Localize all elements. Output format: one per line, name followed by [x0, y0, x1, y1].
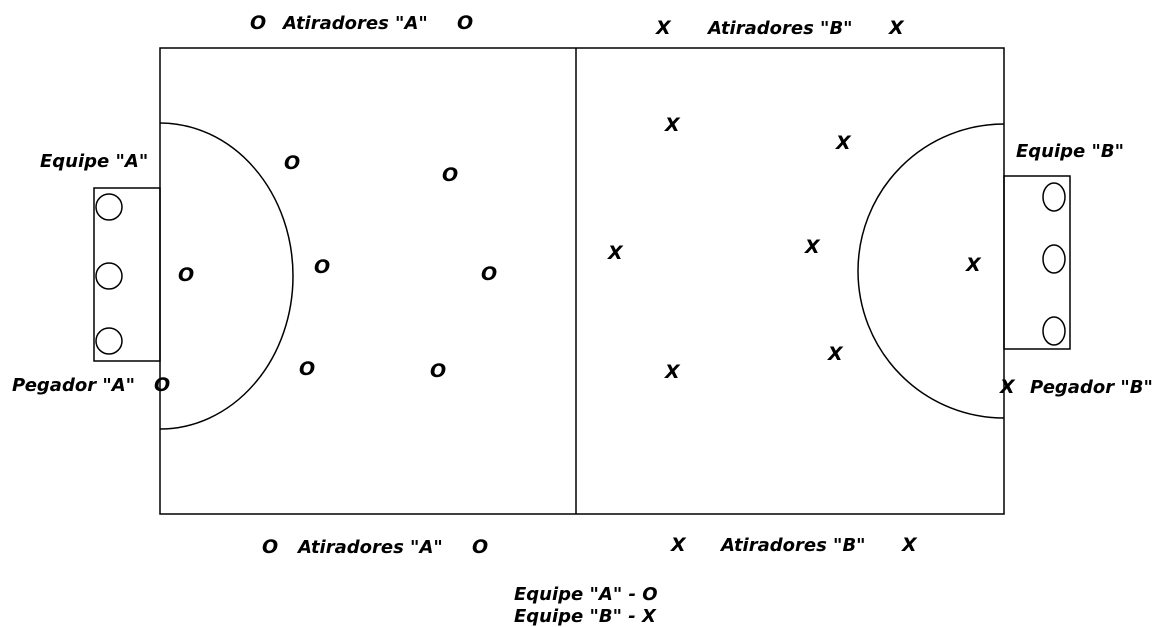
pegador-a-marker: O [154, 374, 170, 396]
field-boundary [159, 47, 1005, 515]
atiradores-b-top-label: Atiradores "B" [706, 18, 853, 39]
shooter-b-marker: X [901, 534, 918, 556]
equipe-a-label: Equipe "A" [40, 151, 148, 172]
shooter-a-marker: O [472, 536, 488, 558]
team-b-player: X [804, 236, 821, 258]
team-a-player: O [442, 164, 458, 186]
left-area-arc [159, 122, 294, 430]
shooter-b-marker: X [888, 17, 905, 39]
team-a-player: O [314, 256, 330, 278]
equipe-b-label: Equipe "B" [1016, 141, 1124, 162]
pegador-a-label: Pegador "A" [12, 375, 135, 396]
left-box-circle [95, 193, 123, 221]
shooter-b-marker: X [670, 534, 687, 556]
team-b-player: X [664, 114, 681, 136]
atiradores-a-bottom-label: Atiradores "A" [296, 537, 443, 558]
team-a-player: O [178, 264, 194, 286]
team-b-player: X [965, 254, 982, 276]
pegador-b-label: Pegador "B" [1030, 377, 1153, 398]
pegador-b-marker: X [999, 376, 1016, 398]
atiradores-a-top-label: Atiradores "A" [281, 13, 428, 34]
left-box-circle [95, 262, 123, 290]
right-area-arc [857, 123, 1005, 419]
right-box-circle [1042, 244, 1066, 274]
legend-team-a: Equipe "A" - O [514, 584, 658, 605]
left-box-circle [95, 327, 123, 355]
team-a-player: O [430, 360, 446, 382]
left-box [93, 187, 161, 362]
team-b-player: X [827, 343, 844, 365]
team-a-player: O [284, 152, 300, 174]
team-b-player: X [835, 132, 852, 154]
shooter-a-marker: O [250, 12, 266, 34]
right-box-circle [1042, 316, 1066, 346]
team-b-player: X [607, 242, 624, 264]
atiradores-b-bottom-label: Atiradores "B" [719, 535, 866, 556]
right-box [1003, 175, 1071, 350]
legend-team-b: Equipe "B" - X [514, 606, 657, 627]
right-box-circle [1042, 182, 1066, 212]
shooter-a-marker: O [262, 536, 278, 558]
shooter-b-marker: X [655, 17, 672, 39]
shooter-a-marker: O [457, 12, 473, 34]
team-a-player: O [481, 263, 497, 285]
team-b-player: X [664, 361, 681, 383]
team-a-player: O [299, 358, 315, 380]
